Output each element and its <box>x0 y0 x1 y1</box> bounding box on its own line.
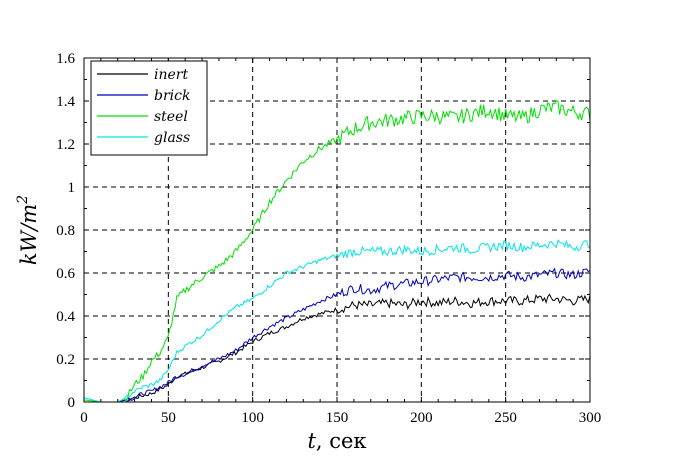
y-axis-title: kW/m2 <box>15 195 41 265</box>
x-tick-label: 0 <box>80 410 88 426</box>
series-line-steel <box>83 100 591 403</box>
x-tick-label: 300 <box>579 410 602 426</box>
y-tick-labels: 0 0.2 0.4 0.6 0.8 1 1.2 1.4 1.6 <box>56 51 75 411</box>
legend: inert brick steel glass <box>90 60 208 156</box>
x-tick-label: 150 <box>326 410 349 426</box>
x-axis-title: t, сек <box>307 429 366 453</box>
y-tick-label: 0.6 <box>56 266 75 282</box>
y-tick-label: 0.2 <box>56 352 75 368</box>
y-tick-label: 1.6 <box>56 51 75 67</box>
x-tick-label: 200 <box>410 410 433 426</box>
y-tick-label: 1.4 <box>56 94 75 110</box>
series-line-glass <box>83 239 591 403</box>
legend-label-inert: inert <box>154 67 188 83</box>
x-axis-unit: , сек <box>316 429 367 453</box>
series-line-brick <box>84 267 591 403</box>
x-tick-label: 250 <box>494 410 517 426</box>
y-tick-label: 0.4 <box>56 309 75 325</box>
y-tick-label: 0 <box>68 395 76 411</box>
legend-label-brick: brick <box>154 88 190 104</box>
y-tick-label: 1.2 <box>56 137 75 153</box>
data-series <box>83 100 591 403</box>
y-tick-label: 0.8 <box>56 223 75 239</box>
x-tick-label: 100 <box>241 410 264 426</box>
legend-label-steel: steel <box>154 109 188 125</box>
legend-box <box>90 60 208 156</box>
x-tick-labels: 0 50 100 150 200 250 300 <box>80 410 601 426</box>
plot-frame <box>83 57 591 403</box>
series-line-inert <box>84 293 591 403</box>
y-tick-label: 1 <box>68 180 76 196</box>
x-tick-label: 50 <box>161 410 176 426</box>
legend-label-glass: glass <box>154 130 190 146</box>
